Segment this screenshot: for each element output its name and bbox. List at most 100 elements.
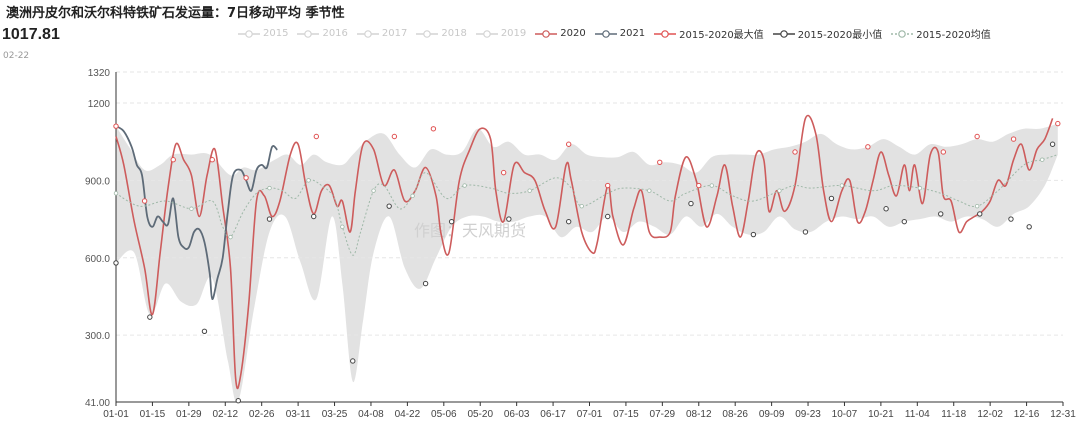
mean-marker <box>527 188 532 193</box>
extreme-marker <box>422 280 429 287</box>
legend-label: 2021 <box>619 28 646 39</box>
mean-marker <box>228 234 233 240</box>
extreme-marker <box>386 203 392 209</box>
extreme-marker <box>311 213 317 220</box>
mean-marker <box>340 224 345 230</box>
extreme-marker <box>828 195 835 202</box>
mean-marker <box>647 188 652 193</box>
x-tick-label: 03-11 <box>286 409 311 420</box>
legend-line-circle-icon <box>475 29 498 38</box>
latest-value: 1017.81 <box>2 26 60 43</box>
mean-marker <box>189 206 194 211</box>
legend-line-circle-icon <box>356 29 379 38</box>
extreme-marker <box>977 211 983 217</box>
extreme-marker <box>209 157 215 163</box>
mean-marker <box>777 188 782 193</box>
chart-legend: 2015 2016 2017 2018 2019 2020 2021 2015-2020最大值… <box>238 26 1000 41</box>
axis-layer: 41.00 300.0 600.0 900.0 1200 1320 01-01 01-15 01… <box>85 68 1076 420</box>
extreme-marker <box>350 358 356 364</box>
extreme-marker <box>688 200 694 207</box>
legend-item[interactable]: 2020 <box>535 28 586 39</box>
x-tick-label: 05-06 <box>431 409 457 420</box>
legend-label: 2015-2020最小值 <box>797 30 883 41</box>
extreme-marker <box>1010 136 1017 142</box>
legend-item[interactable]: 2016 <box>297 28 348 39</box>
mean-marker <box>1039 157 1045 162</box>
extreme-marker <box>391 133 398 140</box>
range-band <box>116 123 1058 403</box>
mean-marker <box>410 193 415 199</box>
x-tick-label: 12-31 <box>1050 409 1076 420</box>
legend-label: 2015-2020均值 <box>916 30 991 41</box>
extreme-marker <box>500 169 507 176</box>
range-band-layer <box>116 123 1058 403</box>
legend-label: 2017 <box>381 28 408 39</box>
legend-item[interactable]: 2021 <box>594 28 646 39</box>
x-tick-label: 07-01 <box>577 409 603 420</box>
x-tick-label: 07-15 <box>613 409 639 420</box>
extreme-marker <box>657 159 663 166</box>
extreme-marker <box>696 182 702 189</box>
y-tick-label: 600.0 <box>85 254 110 265</box>
legend-line-circle-icon <box>772 29 795 38</box>
extreme-marker <box>141 198 148 204</box>
series-line-2021 <box>115 125 278 301</box>
legend-line-circle-icon <box>891 29 914 38</box>
extreme-marker <box>605 182 611 189</box>
x-tick-label: 02-12 <box>212 409 238 420</box>
legend-label: 2016 <box>322 28 348 39</box>
x-tick-label: 08-26 <box>722 409 748 420</box>
extreme-marker <box>565 141 572 147</box>
legend-label: 2015-2020最大值 <box>679 30 764 41</box>
marker-layer <box>113 120 1061 404</box>
legend-item[interactable]: 2019 <box>475 28 526 39</box>
x-tick-label: 11-18 <box>941 409 966 420</box>
mean-marker <box>267 185 272 191</box>
x-tick-label: 01-29 <box>176 409 202 420</box>
x-tick-label: 03-25 <box>322 409 348 420</box>
extreme-marker <box>201 328 208 335</box>
x-tick-label: 11-04 <box>905 409 930 420</box>
x-tick-label: 02-26 <box>249 409 275 420</box>
extreme-marker <box>506 216 512 222</box>
y-tick-label: 300.0 <box>85 331 110 342</box>
y-tick-label: 1200 <box>88 99 111 110</box>
extreme-marker <box>901 218 907 225</box>
legend-item[interactable]: 2018 <box>416 28 467 39</box>
legend-item[interactable]: 2015-2020均值 <box>891 26 991 41</box>
legend-item[interactable]: 2015-2020最小值 <box>772 26 883 41</box>
extreme-marker <box>235 398 241 404</box>
legend-item[interactable]: 2017 <box>356 28 408 39</box>
extreme-marker <box>865 144 871 150</box>
legend-item[interactable]: 2015-2020最大值 <box>654 26 764 41</box>
x-tick-label: 06-03 <box>504 409 530 420</box>
legend-item[interactable]: 2015 <box>238 28 288 39</box>
mean-marker <box>974 203 980 209</box>
legend-line-circle-icon <box>297 29 320 38</box>
mean-marker <box>917 185 923 191</box>
series-layer <box>115 114 1058 390</box>
x-tick-label: 12-02 <box>977 409 1003 420</box>
watermark: 作图：天风期货 <box>414 221 526 240</box>
extreme-marker <box>565 218 572 225</box>
extreme-marker <box>430 126 437 132</box>
extreme-marker <box>113 123 119 129</box>
mean-marker <box>579 203 584 209</box>
x-tick-label: 08-12 <box>686 409 712 420</box>
extreme-marker <box>1049 141 1056 147</box>
extreme-marker <box>605 213 611 220</box>
y-tick-label: 41.00 <box>85 398 110 409</box>
extreme-marker <box>266 216 273 222</box>
extreme-marker <box>170 157 176 163</box>
extreme-marker <box>313 133 320 140</box>
legend-label: 2015 <box>263 28 289 39</box>
x-tick-label: 05-20 <box>467 409 493 420</box>
legend-line-circle-icon <box>416 29 439 38</box>
extreme-marker <box>1055 120 1061 127</box>
x-tick-label: 04-08 <box>358 409 384 420</box>
extreme-marker <box>1026 224 1032 230</box>
extreme-marker <box>792 149 798 155</box>
legend-line-circle-icon <box>535 29 558 38</box>
legend-line-circle-icon <box>238 29 260 38</box>
